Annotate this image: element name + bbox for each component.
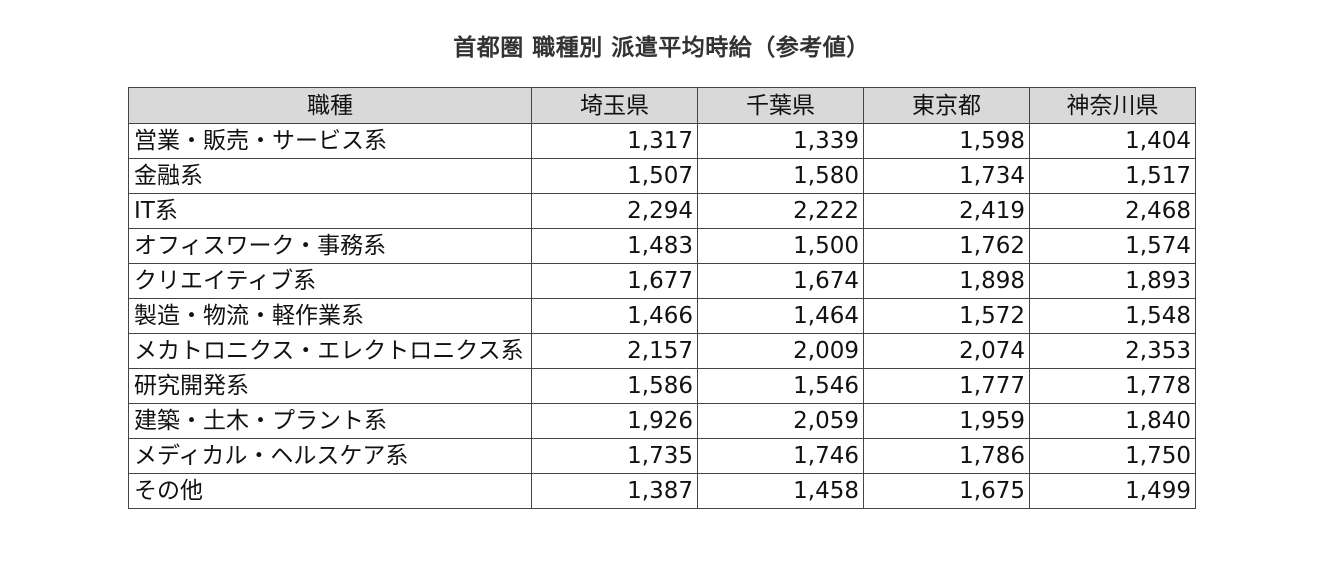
wage-value-cell: 1,746 bbox=[697, 438, 864, 474]
wage-value-cell: 1,677 bbox=[531, 263, 698, 299]
row-category-cell: その他 bbox=[128, 473, 532, 509]
row-category-cell: 金融系 bbox=[128, 158, 532, 194]
row-category-cell: メカトロニクス・エレクトロニクス系 bbox=[128, 333, 532, 369]
wage-value-cell: 2,294 bbox=[531, 193, 698, 229]
table-row: 研究開発系 1,586 1,546 1,777 1,778 bbox=[128, 368, 1196, 404]
wage-value-cell: 1,959 bbox=[863, 403, 1030, 439]
wage-value-cell: 1,750 bbox=[1029, 438, 1196, 474]
wage-value-cell: 1,546 bbox=[697, 368, 864, 404]
wage-value-cell: 1,466 bbox=[531, 298, 698, 334]
table-row: 営業・販売・サービス系 1,317 1,339 1,598 1,404 bbox=[128, 123, 1196, 159]
row-category-cell: クリエイティブ系 bbox=[128, 263, 532, 299]
wage-value-cell: 1,586 bbox=[531, 368, 698, 404]
wage-value-cell: 1,387 bbox=[531, 473, 698, 509]
wage-value-cell: 1,499 bbox=[1029, 473, 1196, 509]
header-cell-category: 職種 bbox=[128, 87, 532, 124]
table-row: 金融系 1,507 1,580 1,734 1,517 bbox=[128, 158, 1196, 194]
header-cell-saitama: 埼玉県 bbox=[531, 87, 698, 124]
wage-value-cell: 2,353 bbox=[1029, 333, 1196, 369]
wage-value-cell: 1,507 bbox=[531, 158, 698, 194]
wage-value-cell: 1,317 bbox=[531, 123, 698, 159]
wage-value-cell: 2,074 bbox=[863, 333, 1030, 369]
wage-table: 職種 埼玉県 千葉県 東京都 神奈川県 営業・販売・サービス系 1,317 1,33… bbox=[128, 87, 1196, 509]
wage-value-cell: 1,339 bbox=[697, 123, 864, 159]
wage-value-cell: 1,898 bbox=[863, 263, 1030, 299]
row-category-cell: メディカル・ヘルスケア系 bbox=[128, 438, 532, 474]
table-row: 製造・物流・軽作業系 1,466 1,464 1,572 1,548 bbox=[128, 298, 1196, 334]
table-row: メカトロニクス・エレクトロニクス系 2,157 2,009 2,074 2,353 bbox=[128, 333, 1196, 369]
table-row: 建築・土木・プラント系 1,926 2,059 1,959 1,840 bbox=[128, 403, 1196, 439]
table-row: オフィスワーク・事務系 1,483 1,500 1,762 1,574 bbox=[128, 228, 1196, 264]
row-category-cell: 研究開発系 bbox=[128, 368, 532, 404]
wage-value-cell: 1,674 bbox=[697, 263, 864, 299]
table-row: その他 1,387 1,458 1,675 1,499 bbox=[128, 473, 1196, 509]
wage-value-cell: 1,734 bbox=[863, 158, 1030, 194]
wage-value-cell: 2,419 bbox=[863, 193, 1030, 229]
wage-value-cell: 2,157 bbox=[531, 333, 698, 369]
row-category-cell: オフィスワーク・事務系 bbox=[128, 228, 532, 264]
wage-value-cell: 1,574 bbox=[1029, 228, 1196, 264]
table-row: クリエイティブ系 1,677 1,674 1,898 1,893 bbox=[128, 263, 1196, 299]
wage-value-cell: 1,404 bbox=[1029, 123, 1196, 159]
header-cell-kanagawa: 神奈川県 bbox=[1029, 87, 1196, 124]
wage-value-cell: 1,517 bbox=[1029, 158, 1196, 194]
table-row: IT系 2,294 2,222 2,419 2,468 bbox=[128, 193, 1196, 229]
table-body: 営業・販売・サービス系 1,317 1,339 1,598 1,404 金融系 1,507 1… bbox=[128, 123, 1196, 509]
wage-value-cell: 1,893 bbox=[1029, 263, 1196, 299]
row-category-cell: IT系 bbox=[128, 193, 532, 229]
wage-value-cell: 2,222 bbox=[697, 193, 864, 229]
row-category-cell: 建築・土木・プラント系 bbox=[128, 403, 532, 439]
header-cell-chiba: 千葉県 bbox=[697, 87, 864, 124]
wage-value-cell: 1,675 bbox=[863, 473, 1030, 509]
wage-value-cell: 1,735 bbox=[531, 438, 698, 474]
row-category-cell: 営業・販売・サービス系 bbox=[128, 123, 532, 159]
wage-value-cell: 1,464 bbox=[697, 298, 864, 334]
wage-value-cell: 1,778 bbox=[1029, 368, 1196, 404]
header-row: 職種 埼玉県 千葉県 東京都 神奈川県 bbox=[128, 87, 1196, 124]
table-row: メディカル・ヘルスケア系 1,735 1,746 1,786 1,750 bbox=[128, 438, 1196, 474]
table-title: 首都圏 職種別 派遣平均時給（参考値） bbox=[453, 35, 870, 61]
wage-value-cell: 1,548 bbox=[1029, 298, 1196, 334]
wage-value-cell: 1,786 bbox=[863, 438, 1030, 474]
wage-value-cell: 2,468 bbox=[1029, 193, 1196, 229]
wage-value-cell: 2,009 bbox=[697, 333, 864, 369]
wage-value-cell: 1,458 bbox=[697, 473, 864, 509]
row-category-cell: 製造・物流・軽作業系 bbox=[128, 298, 532, 334]
wage-value-cell: 1,572 bbox=[863, 298, 1030, 334]
wage-value-cell: 1,762 bbox=[863, 228, 1030, 264]
wage-value-cell: 1,926 bbox=[531, 403, 698, 439]
wage-value-cell: 1,840 bbox=[1029, 403, 1196, 439]
wage-value-cell: 1,777 bbox=[863, 368, 1030, 404]
header-cell-tokyo: 東京都 bbox=[863, 87, 1030, 124]
wage-value-cell: 1,580 bbox=[697, 158, 864, 194]
wage-value-cell: 1,500 bbox=[697, 228, 864, 264]
wage-value-cell: 1,483 bbox=[531, 228, 698, 264]
wage-value-cell: 1,598 bbox=[863, 123, 1030, 159]
wage-value-cell: 2,059 bbox=[697, 403, 864, 439]
